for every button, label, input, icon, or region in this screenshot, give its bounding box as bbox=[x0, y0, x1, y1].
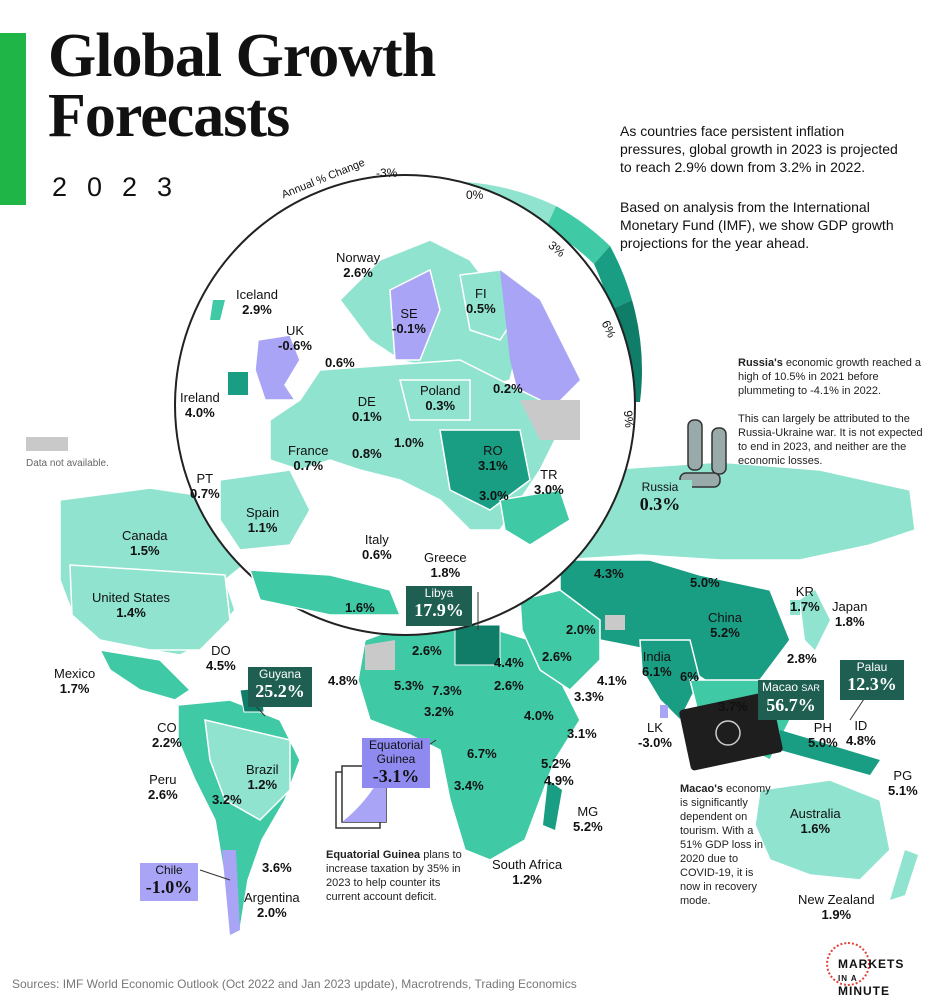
callout-guyana: Guyana 25.2% bbox=[248, 667, 312, 707]
country-label: 3.2% bbox=[212, 792, 242, 807]
country-label: China 5.2% bbox=[708, 610, 742, 640]
country-label: DE 0.1% bbox=[352, 394, 382, 424]
country-label: FI 0.5% bbox=[466, 286, 496, 316]
country-label: RO 3.1% bbox=[478, 443, 508, 473]
africa bbox=[357, 619, 581, 861]
country-label: 3.3% bbox=[574, 689, 604, 704]
country-label: Poland 0.3% bbox=[420, 383, 461, 413]
country-label: 3.4% bbox=[454, 778, 484, 793]
country-label: KR 1.7% bbox=[790, 584, 820, 614]
intro-paragraph-2: Based on analysis from the International… bbox=[620, 199, 894, 251]
country-label: 4.9% bbox=[544, 773, 574, 788]
equatorial-guinea-note: Equatorial Guinea plans to increase taxa… bbox=[326, 849, 462, 903]
country-label: 2.6% bbox=[494, 678, 524, 693]
intro-paragraph-1: As countries face persistent inflation p… bbox=[620, 123, 898, 175]
americas bbox=[59, 487, 301, 937]
country-label: 1.0% bbox=[394, 435, 424, 450]
country-label: Brazil 1.2% bbox=[246, 762, 279, 792]
scale-tick: -3% bbox=[376, 166, 398, 180]
country-label: 6% bbox=[680, 669, 699, 684]
callout-chile: Chile -1.0% bbox=[140, 863, 198, 901]
country-label: 5.0% bbox=[690, 575, 720, 590]
not-available-swatch bbox=[26, 437, 68, 451]
callout-macao: Macao SAR 56.7% bbox=[758, 680, 824, 720]
country-label: New Zealand 1.9% bbox=[798, 892, 875, 922]
passport-icon bbox=[679, 691, 783, 771]
country-label: 4.0% bbox=[524, 708, 554, 723]
callout-equatorial-guinea: Equatorial Guinea -3.1% bbox=[362, 738, 430, 788]
country-label: Mexico 1.7% bbox=[54, 666, 96, 696]
country-label: 4.4% bbox=[494, 655, 524, 670]
country-label: 2.6% bbox=[542, 649, 572, 664]
country-label: 3.1% bbox=[567, 726, 597, 741]
country-label: 3.6% bbox=[262, 860, 292, 875]
country-label: Argentina 2.0% bbox=[244, 890, 300, 920]
country-label: CO 2.2% bbox=[152, 720, 182, 750]
country-label: DO 4.5% bbox=[206, 643, 236, 673]
country-label: India 6.1% bbox=[642, 649, 672, 679]
oceania bbox=[754, 779, 918, 900]
country-label: MG 5.2% bbox=[573, 804, 603, 834]
scale-tick: 9% bbox=[620, 409, 637, 429]
country-label: 5.3% bbox=[394, 678, 424, 693]
country-label: South Africa 1.2% bbox=[492, 857, 563, 887]
country-label: 2.0% bbox=[566, 622, 596, 637]
europe-inset bbox=[210, 239, 580, 616]
country-label: 2.6% bbox=[412, 643, 442, 658]
country-label: Iceland 2.9% bbox=[236, 287, 278, 317]
country-label: France 0.7% bbox=[288, 443, 329, 473]
country-label: PT 0.7% bbox=[190, 471, 220, 501]
country-label: PG 5.1% bbox=[888, 768, 918, 798]
country-label: Greece 1.8% bbox=[424, 550, 467, 580]
brand-logo-ring bbox=[826, 942, 870, 986]
country-label: 0.6% bbox=[325, 355, 355, 370]
country-label: Australia 1.6% bbox=[790, 806, 841, 836]
russia-note: Russia's economic growth reached a high … bbox=[738, 357, 923, 467]
year-label: 2023 bbox=[52, 172, 193, 202]
macao-note: Macao's economy is significantly depende… bbox=[680, 783, 771, 907]
country-label: PH 5.0% bbox=[808, 720, 838, 750]
country-label: 7.3% bbox=[432, 683, 462, 698]
country-label: 3.0% bbox=[479, 488, 509, 503]
country-label: 4.3% bbox=[594, 566, 624, 581]
not-available-label: Data not available. bbox=[26, 458, 109, 469]
country-label: United States 1.4% bbox=[92, 590, 171, 620]
country-label: Canada 1.5% bbox=[122, 528, 168, 558]
callout-libya: Libya 17.9% bbox=[406, 586, 472, 626]
country-label: Japan 1.8% bbox=[832, 599, 868, 629]
sources-footer: Sources: IMF World Economic Outlook (Oct… bbox=[12, 977, 577, 991]
callout-russia: Russia 0.3% bbox=[628, 480, 692, 520]
country-label: 4.8% bbox=[328, 673, 358, 688]
country-label: 4.1% bbox=[597, 673, 627, 688]
country-label: 1.6% bbox=[345, 600, 375, 615]
country-label: TR 3.0% bbox=[534, 467, 564, 497]
country-label: 0.8% bbox=[352, 446, 382, 461]
country-label: ID 4.8% bbox=[846, 718, 876, 748]
accent-bar bbox=[0, 33, 26, 205]
country-label: Ireland 4.0% bbox=[180, 390, 220, 420]
page-title: Global Growth Forecasts bbox=[48, 22, 436, 150]
country-label: Spain 1.1% bbox=[246, 505, 280, 535]
country-label: 2.8% bbox=[787, 651, 817, 666]
country-label: LK -3.0% bbox=[638, 720, 672, 750]
country-label: SE -0.1% bbox=[392, 306, 426, 336]
country-label: 6.7% bbox=[467, 746, 497, 761]
country-label: 5.2% bbox=[541, 756, 571, 771]
scale-tick: 0% bbox=[466, 188, 484, 202]
country-label: Peru 2.6% bbox=[148, 772, 178, 802]
bullets-icon bbox=[679, 419, 727, 488]
callout-palau: Palau 12.3% bbox=[840, 660, 904, 700]
country-label: 0.2% bbox=[493, 381, 523, 396]
brand-logo: MARKETS IN A MINUTE bbox=[838, 957, 905, 998]
country-label: Norway 2.6% bbox=[336, 250, 381, 280]
country-label: UK -0.6% bbox=[278, 323, 312, 353]
country-label: 3.2% bbox=[424, 704, 454, 719]
country-label: Italy 0.6% bbox=[362, 532, 392, 562]
country-label: 3.7% bbox=[718, 699, 748, 714]
